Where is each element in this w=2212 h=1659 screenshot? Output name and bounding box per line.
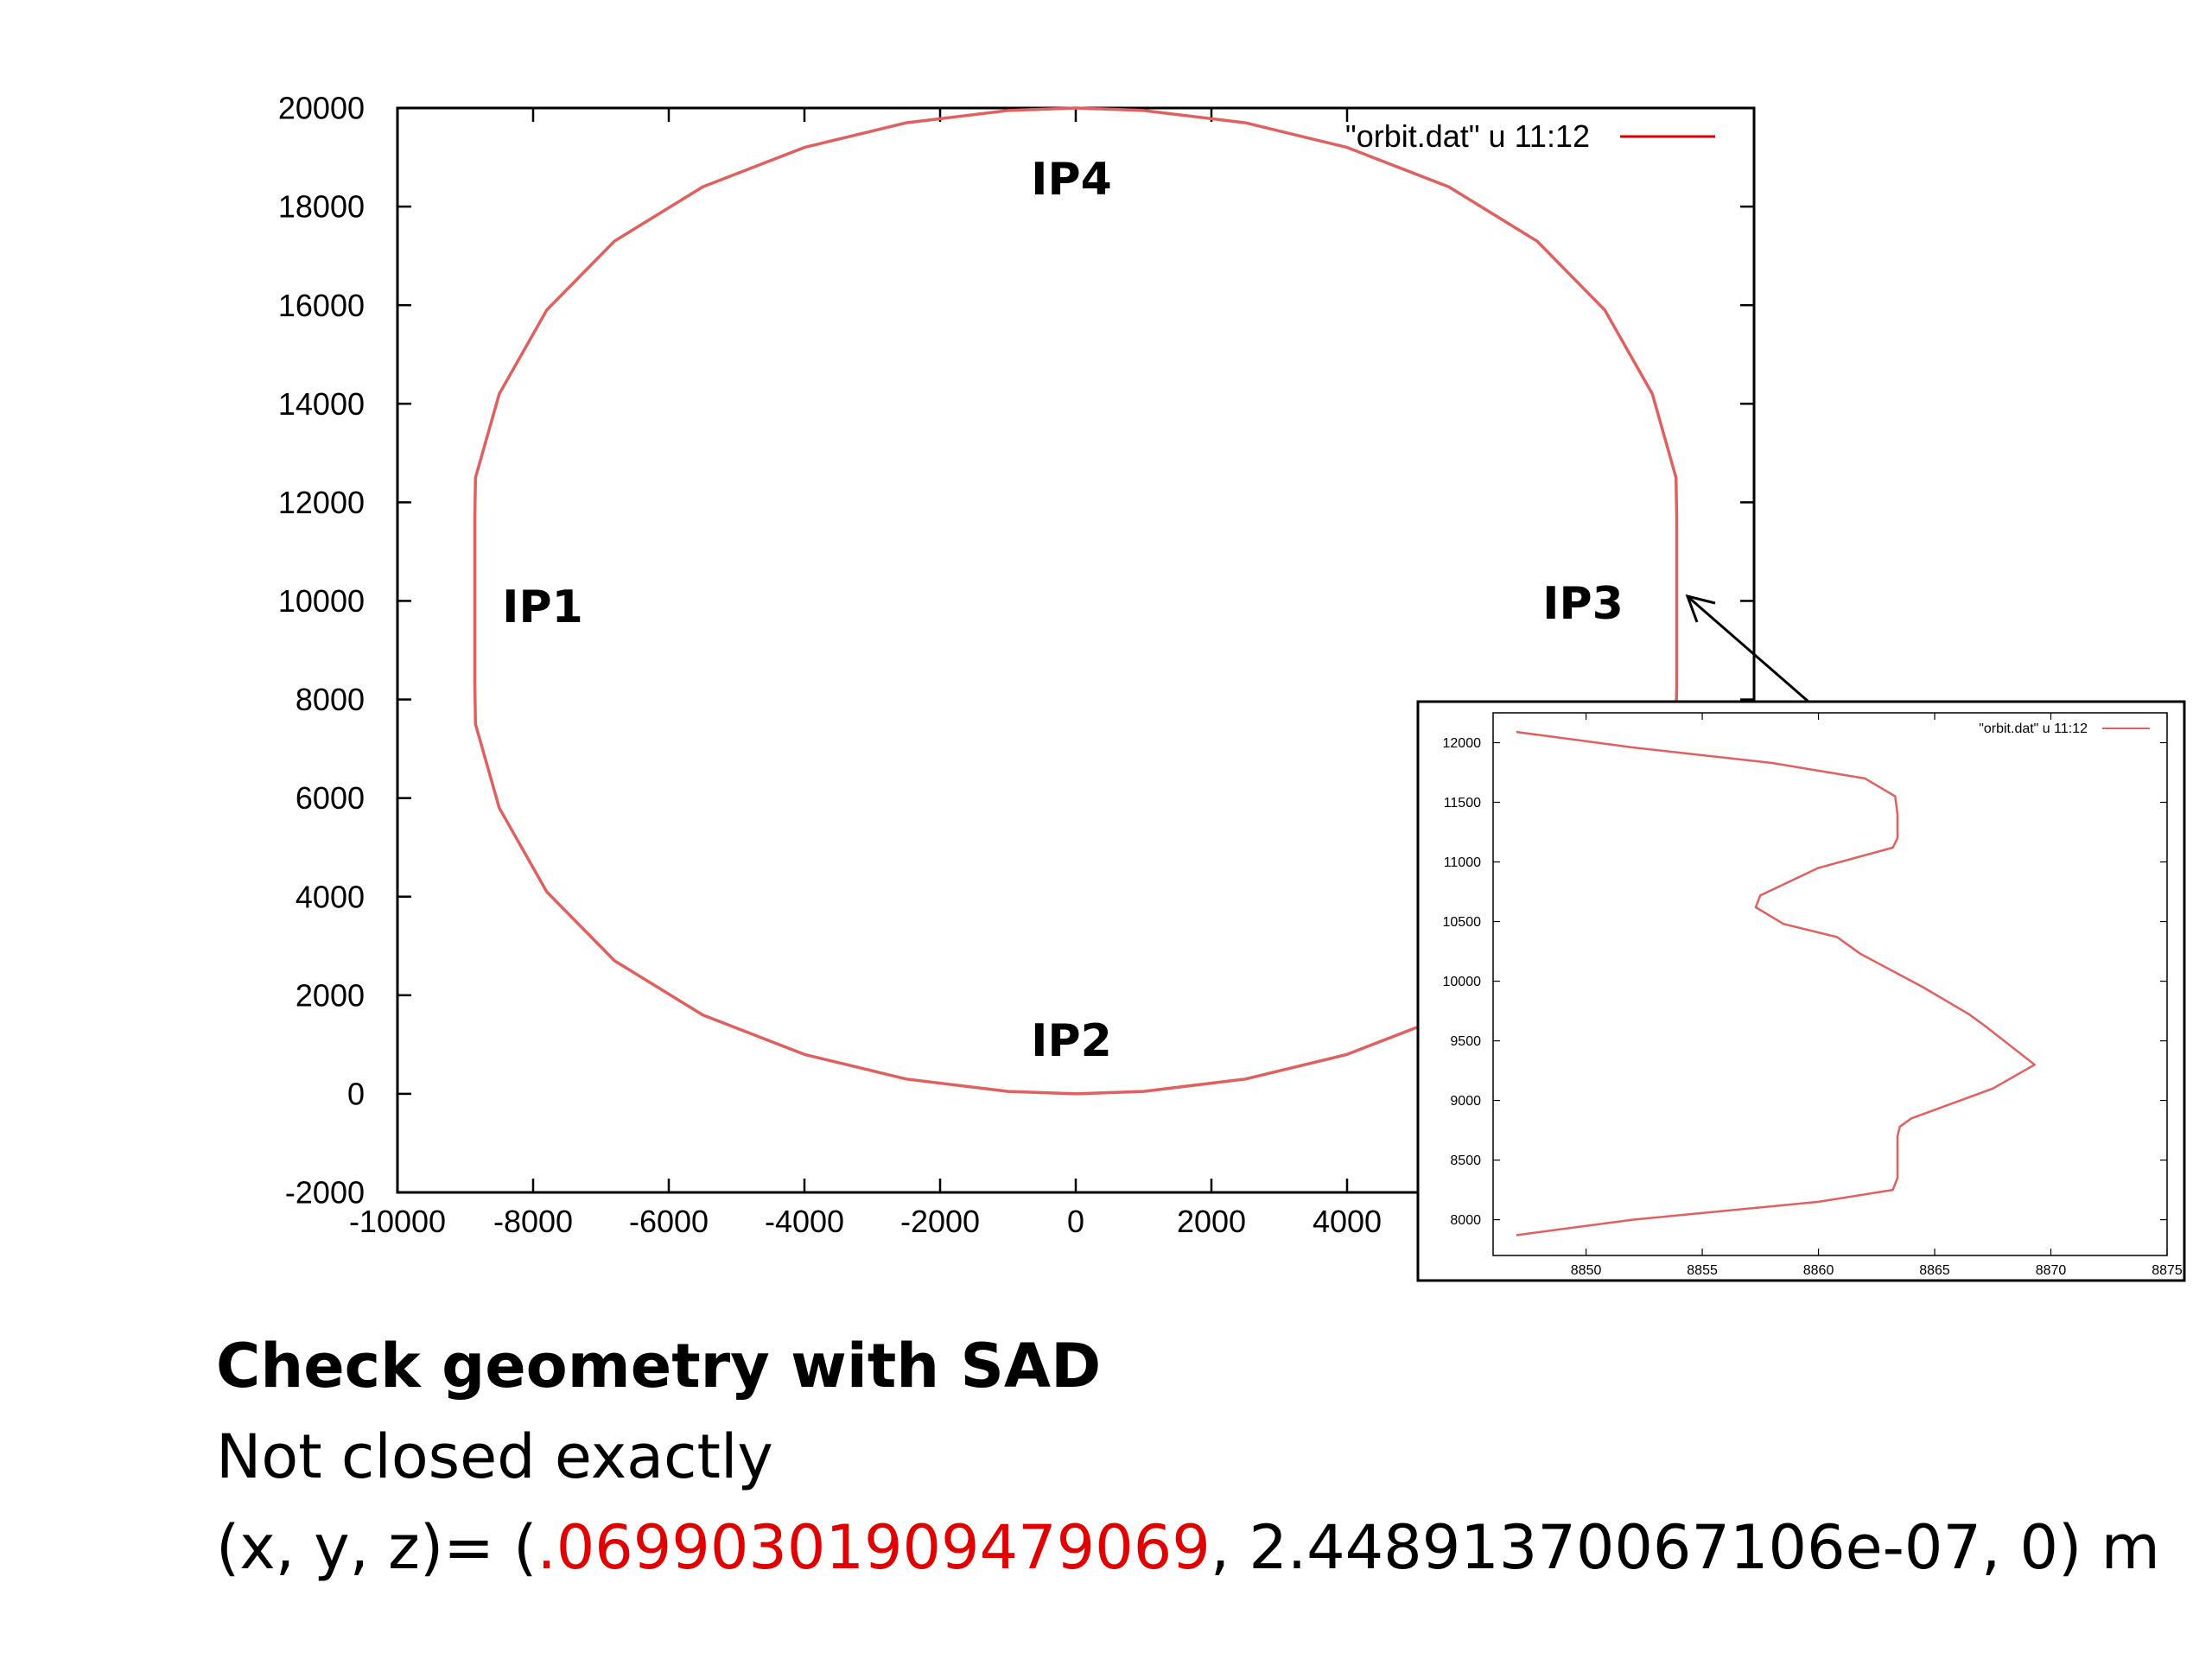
x-tick-label: 8870 [2036,1263,2067,1278]
main-ticks: -10000 -8000 -6000 -4000 -2000 0 2000 400020000… [278,91,1754,1239]
y-tick-label: 18000 [278,189,365,225]
y-tick-label: 10000 [1443,975,1482,989]
vector-x-value: .06990301909479069 [537,1512,1211,1583]
inset-outer-frame [1416,700,2186,1282]
y-tick-label: 10500 [1443,915,1482,930]
x-tick-label: 8875 [2152,1263,2183,1278]
y-tick-label: 6000 [296,780,365,816]
y-tick-label: -2000 [285,1175,365,1211]
y-tick-label: 8500 [1450,1154,1481,1168]
x-tick-label: 8865 [1919,1263,1950,1278]
x-tick-label: 8855 [1687,1263,1718,1278]
y-tick-label: 20000 [278,91,365,126]
y-tick-label: 11000 [1444,855,1481,870]
y-tick-label: 9000 [1450,1094,1481,1109]
y-tick-label: 8000 [1450,1213,1481,1228]
x-tick-label: -10000 [349,1204,446,1239]
y-tick-label: 10000 [278,583,365,619]
caption-title: Check geometry with SAD [216,1331,1102,1402]
x-tick-label: 8850 [1571,1263,1602,1278]
x-tick-label: -6000 [629,1204,709,1239]
ip2-label: IP2 [1031,1015,1112,1067]
y-tick-label: 12000 [1443,736,1482,751]
inset-orbit-curve [1516,730,2036,1236]
x-tick-label: -4000 [765,1204,844,1239]
y-tick-label: 11500 [1444,796,1481,810]
y-tick-label: 0 [347,1077,365,1112]
inset-plot-frame [1492,712,2168,1256]
x-tick-label: -2000 [900,1204,980,1239]
ip4-label: IP4 [1031,154,1112,206]
x-tick-label: 2000 [1177,1204,1246,1239]
y-tick-label: 16000 [278,288,365,323]
x-tick-label: 4000 [1313,1204,1382,1239]
x-tick-label: 8860 [1803,1263,1834,1278]
y-tick-label: 12000 [278,485,365,520]
vector-prefix: (x, y, z)= ( [216,1512,537,1583]
y-tick-label: 14000 [278,386,365,422]
vector-rest: , 2.44891370067106e-07, 0) m [1210,1512,2160,1583]
ip1-label: IP1 [502,582,583,633]
ip3-label: IP3 [1542,578,1624,630]
main-legend-label: "orbit.dat" u 11:12 [1345,118,1590,154]
main-legend: "orbit.dat" u 11:12 [1345,118,1715,154]
caption-subtitle: Not closed exactly [216,1421,773,1492]
inset-legend-label: "orbit.dat" u 11:12 [1979,721,2088,736]
x-tick-label: 0 [1067,1204,1084,1239]
inset-ticks: 8850 8855 8860 8865 8870 8875 12000 11500 11000 1… [1443,713,2183,1278]
callout-arrow [1685,594,1809,703]
x-tick-label: -8000 [493,1204,573,1239]
y-tick-label: 9500 [1450,1034,1481,1049]
y-tick-label: 8000 [296,682,365,717]
inset-plot: 8850 8855 8860 8865 8870 8875 12000 11500 11000 1… [1416,700,2186,1282]
y-tick-label: 2000 [296,977,365,1013]
caption-vector: (x, y, z)= (.06990301909479069, 2.448913… [216,1512,2160,1583]
y-tick-label: 4000 [296,879,365,914]
inset-legend: "orbit.dat" u 11:12 [1979,721,2150,736]
main-plot: -10000 -8000 -6000 -4000 -2000 0 2000 400020000… [278,91,1756,1239]
